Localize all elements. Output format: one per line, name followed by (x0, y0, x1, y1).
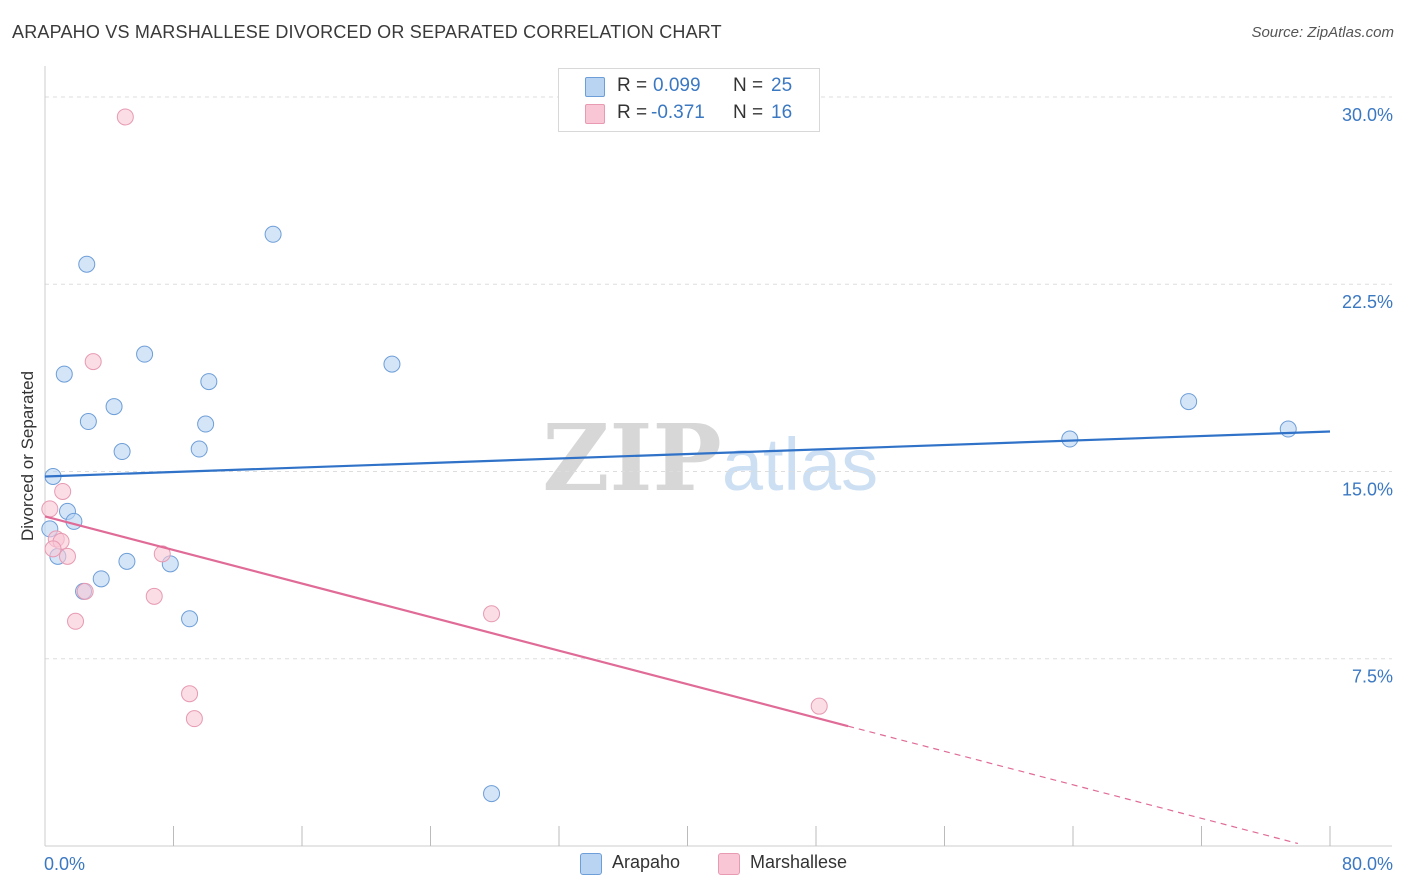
arapaho-point (1061, 430, 1079, 448)
marshallese-point (54, 482, 72, 500)
y-tick-label: 15.0% (1342, 479, 1393, 499)
correlation-legend: R = 0.099 N = 25 R = -0.371 N = 16 (558, 68, 820, 132)
arapaho-point (118, 552, 136, 570)
arapaho-point (105, 398, 123, 416)
y-tick-label: 7.5% (1352, 667, 1393, 687)
marshallese-point (181, 685, 199, 703)
marshallese-trend-extension (847, 725, 1299, 845)
arapaho-point (190, 440, 208, 458)
marshallese-point (67, 612, 85, 630)
marshallese-swatch (585, 104, 605, 124)
marshallese-point (41, 500, 59, 518)
n-value: 16 (771, 102, 793, 123)
marshallese-point (153, 545, 171, 563)
y-tick-label: 22.5% (1342, 292, 1393, 312)
arapaho-trend-line (44, 430, 1331, 478)
arapaho-point (181, 610, 199, 628)
marshallese-swatch (718, 853, 740, 875)
n-value: 25 (771, 75, 793, 96)
marshallese-point (44, 540, 62, 558)
arapaho-point (383, 355, 401, 373)
chart-title: ARAPAHO VS MARSHALLESE DIVORCED OR SEPAR… (12, 22, 722, 42)
arapaho-point (113, 443, 131, 461)
marshallese-point (76, 582, 94, 600)
legend-label-marshallese: Marshallese (750, 852, 848, 872)
arapaho-point (264, 225, 282, 243)
arapaho-point (136, 345, 154, 363)
arapaho-point (200, 373, 218, 391)
arapaho-point (483, 785, 501, 803)
r-label: R = (617, 102, 648, 123)
r-label: R = (617, 75, 648, 96)
n-label: N = (733, 102, 764, 123)
marshallese-point (185, 710, 203, 728)
marshallese-point (84, 353, 102, 371)
marshallese-point (58, 547, 76, 565)
arapaho-point (92, 570, 110, 588)
arapaho-point (1180, 393, 1198, 411)
marshallese-point (810, 697, 828, 715)
r-value: 0.099 (653, 75, 701, 96)
arapaho-point (1279, 420, 1297, 438)
arapaho-swatch (580, 853, 602, 875)
y-tick-label: 30.0% (1342, 105, 1393, 125)
arapaho-point (197, 415, 215, 433)
marshallese-point (483, 605, 501, 623)
arapaho-swatch (585, 77, 605, 97)
arapaho-point (79, 413, 97, 431)
n-label: N = (733, 75, 764, 96)
x-tick-label: 0.0% (44, 854, 85, 874)
legend-label-arapaho: Arapaho (612, 852, 681, 872)
marshallese-point (116, 108, 134, 126)
source-label: Source: ZipAtlas.com (1251, 24, 1394, 41)
marshallese-point (145, 587, 163, 605)
y-axis-label: Divorced or Separated (18, 370, 37, 542)
marshallese-trend-line (44, 515, 849, 728)
arapaho-point (55, 365, 73, 383)
arapaho-point (78, 255, 96, 273)
watermark-atlas: atlas (722, 423, 878, 506)
x-tick-label: 80.0% (1342, 854, 1393, 874)
r-value: -0.371 (651, 102, 705, 123)
